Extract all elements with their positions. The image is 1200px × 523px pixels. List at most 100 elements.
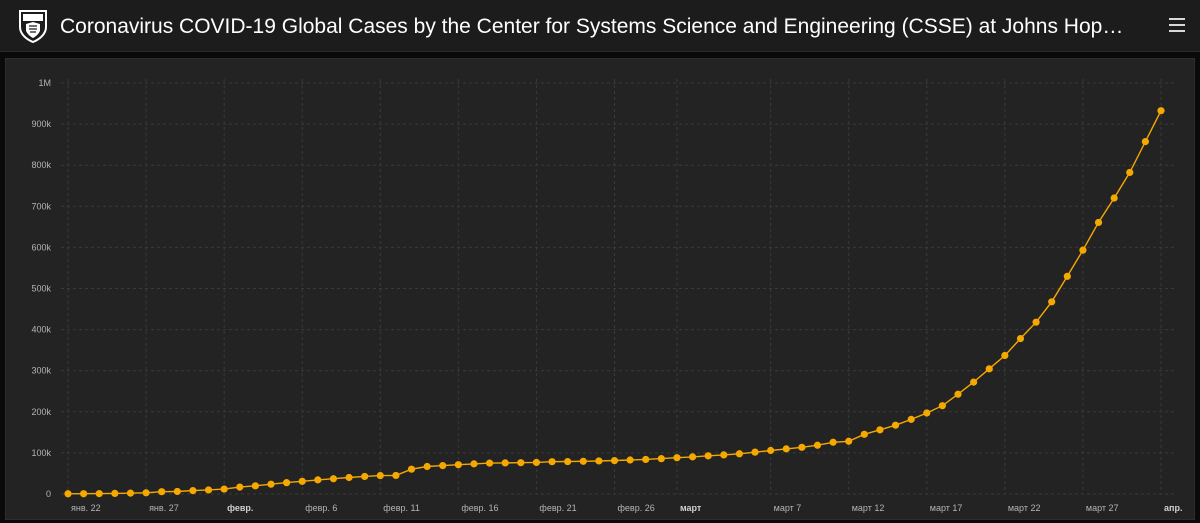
- x-tick-label: февр. 21: [539, 503, 576, 513]
- x-tick-label: март 7: [774, 503, 802, 513]
- data-point[interactable]: [985, 365, 993, 373]
- data-point[interactable]: [158, 488, 166, 496]
- data-point[interactable]: [626, 456, 634, 464]
- data-point[interactable]: [923, 409, 931, 417]
- data-point[interactable]: [126, 489, 135, 497]
- data-point[interactable]: [845, 437, 853, 445]
- data-point[interactable]: [860, 430, 868, 438]
- data-point[interactable]: [1110, 194, 1118, 202]
- data-point[interactable]: [657, 455, 665, 463]
- data-point[interactable]: [314, 476, 322, 484]
- x-tick-label: апр.: [1164, 503, 1182, 513]
- data-point[interactable]: [642, 455, 650, 464]
- data-point[interactable]: [407, 465, 416, 473]
- x-tick-label: февр. 26: [618, 503, 655, 513]
- data-point[interactable]: [376, 471, 384, 480]
- data-point[interactable]: [1126, 168, 1134, 177]
- data-point[interactable]: [111, 489, 119, 498]
- cases-line-chart: 0 100k 200k 300k 400k 500k 600k 700k 800k 900k 1M я…: [31, 78, 1182, 513]
- data-point[interactable]: [907, 415, 915, 423]
- data-point[interactable]: [1016, 334, 1025, 343]
- x-tick-label: февр. 11: [383, 503, 420, 513]
- data-point[interactable]: [548, 458, 556, 466]
- data-point[interactable]: [1063, 272, 1071, 280]
- x-tick-label: март 12: [852, 503, 885, 513]
- data-point[interactable]: [938, 402, 947, 410]
- data-point[interactable]: [80, 490, 88, 498]
- data-point[interactable]: [173, 487, 181, 496]
- data-point[interactable]: [251, 482, 259, 490]
- data-point[interactable]: [95, 490, 103, 498]
- data-point[interactable]: [782, 445, 790, 453]
- data-point[interactable]: [361, 472, 369, 481]
- data-point[interactable]: [735, 450, 744, 458]
- y-tick-label: 800k: [31, 160, 51, 170]
- data-point[interactable]: [798, 443, 806, 451]
- x-tick-label: февр. 16: [461, 503, 498, 513]
- y-tick-label: 300k: [31, 366, 51, 376]
- y-tick-label: 0: [46, 489, 51, 499]
- data-point[interactable]: [220, 485, 228, 493]
- data-point[interactable]: [392, 471, 400, 480]
- x-tick-label: март: [680, 503, 702, 513]
- data-point[interactable]: [423, 462, 431, 471]
- y-tick-label: 200k: [31, 407, 51, 417]
- x-tick-label: февр. 6: [305, 503, 337, 513]
- data-point[interactable]: [970, 378, 978, 386]
- x-tick-label: март 22: [1008, 503, 1041, 513]
- data-point[interactable]: [954, 390, 962, 398]
- hamburger-menu-icon[interactable]: [1166, 13, 1188, 37]
- data-point[interactable]: [579, 457, 587, 465]
- data-point[interactable]: [610, 456, 619, 465]
- data-point[interactable]: [767, 446, 775, 455]
- data-point[interactable]: [1079, 246, 1087, 254]
- data-point[interactable]: [454, 461, 462, 469]
- data-point[interactable]: [485, 459, 494, 467]
- data-point[interactable]: [829, 438, 837, 446]
- data-point[interactable]: [1141, 137, 1149, 146]
- data-point[interactable]: [704, 452, 712, 460]
- y-tick-label: 400k: [31, 325, 51, 335]
- data-point[interactable]: [501, 459, 509, 467]
- y-tick-label: 1M: [38, 78, 51, 88]
- data-point[interactable]: [517, 459, 525, 467]
- data-point[interactable]: [751, 448, 759, 456]
- shield-crest-icon: [18, 9, 48, 44]
- data-point[interactable]: [329, 475, 338, 483]
- data-point[interactable]: [439, 462, 447, 470]
- data-point[interactable]: [236, 483, 244, 491]
- data-point[interactable]: [345, 473, 353, 482]
- x-tick-label: март 17: [930, 503, 963, 513]
- data-point[interactable]: [1032, 318, 1040, 326]
- data-point[interactable]: [813, 441, 822, 449]
- data-point[interactable]: [298, 477, 306, 485]
- data-point[interactable]: [267, 480, 275, 488]
- data-point[interactable]: [189, 487, 197, 495]
- data-point[interactable]: [64, 490, 72, 498]
- data-point[interactable]: [891, 421, 900, 429]
- data-point[interactable]: [204, 486, 213, 494]
- data-point[interactable]: [564, 457, 572, 466]
- data-point[interactable]: [720, 451, 728, 459]
- data-point[interactable]: [532, 458, 541, 467]
- x-tick-label: февр.: [227, 503, 253, 513]
- data-point[interactable]: [142, 489, 150, 497]
- data-point[interactable]: [1094, 218, 1103, 227]
- data-point[interactable]: [283, 479, 291, 487]
- data-point[interactable]: [688, 453, 697, 461]
- data-point[interactable]: [1001, 351, 1009, 360]
- y-tick-label: 900k: [31, 119, 51, 129]
- data-point[interactable]: [595, 457, 603, 465]
- x-tick-label: янв. 22: [71, 503, 101, 513]
- x-tick-label: март 27: [1086, 503, 1119, 513]
- data-point[interactable]: [470, 460, 478, 468]
- y-tick-label: 600k: [31, 242, 51, 252]
- data-point[interactable]: [1157, 107, 1165, 115]
- data-point[interactable]: [1048, 298, 1056, 306]
- chart-panel: 0 100k 200k 300k 400k 500k 600k 700k 800k 900k 1M я…: [5, 58, 1195, 520]
- data-point[interactable]: [876, 426, 884, 434]
- data-point[interactable]: [673, 454, 681, 462]
- page-title: Coronavirus COVID-19 Global Cases by the…: [60, 15, 1124, 38]
- app-header: Coronavirus COVID-19 Global Cases by the…: [0, 0, 1200, 52]
- y-tick-label: 100k: [31, 448, 51, 458]
